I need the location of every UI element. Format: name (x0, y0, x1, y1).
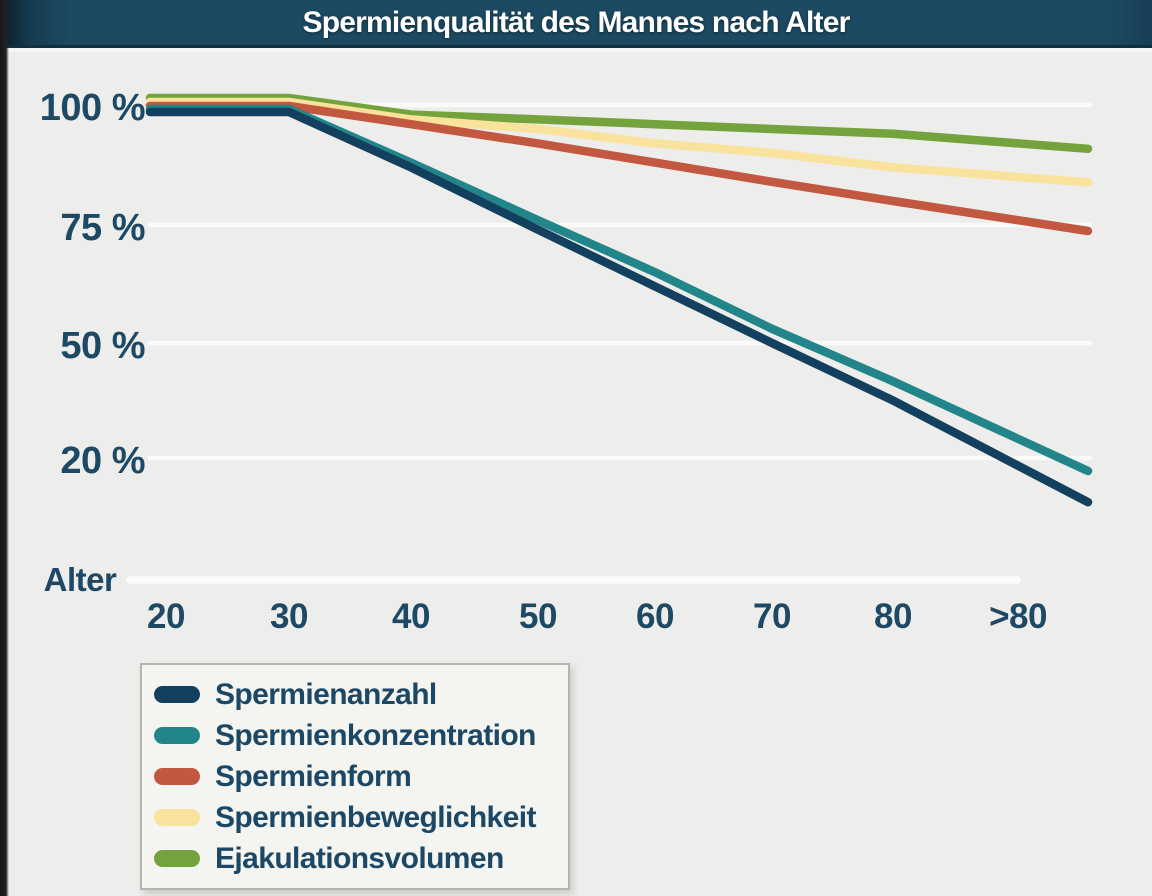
legend-label: Spermienanzahl (215, 677, 437, 711)
legend-swatch (154, 809, 200, 826)
x-tick-label: >80 (989, 597, 1047, 636)
legend-swatch (154, 850, 200, 867)
y-tick-label: 75 % (60, 207, 145, 249)
x-tick-label: 60 (636, 597, 674, 636)
y-tick-label: 50 % (60, 325, 145, 367)
legend-label: Ejakulationsvolumen (215, 841, 504, 875)
left-edge-strip (0, 0, 9, 896)
legend-item: Spermienanzahl (154, 678, 562, 712)
legend-item: Spermienbeweglichkeit (154, 801, 562, 835)
legend-item: Spermienkonzentration (154, 719, 562, 753)
legend-swatch (154, 768, 200, 785)
legend-swatch (154, 686, 200, 703)
x-tick-label: 40 (392, 597, 430, 636)
x-tick-label: 70 (753, 597, 791, 636)
y-tick-label: 100 % (39, 87, 146, 129)
y-tick-label: 20 % (60, 440, 145, 482)
x-tick-label: 30 (270, 597, 308, 636)
legend-item: Ejakulationsvolumen (154, 842, 562, 876)
x-tick-label: 20 (147, 597, 185, 636)
title-bar: Spermienqualität des Mannes nach Alter (0, 0, 1152, 52)
x-axis-title: Alter (43, 561, 117, 598)
legend-label: Spermienbeweglichkeit (215, 800, 536, 834)
x-tick-label: 50 (519, 597, 557, 636)
chart-title: Spermienqualität des Mannes nach Alter (302, 6, 851, 39)
series-line-1 (145, 107, 1093, 507)
legend: Spermienanzahl Spermienkonzentration Sperm… (140, 663, 570, 890)
legend-item: Spermienform (154, 760, 562, 794)
legend-swatch (154, 727, 200, 744)
series-line-2 (145, 104, 1093, 476)
x-tick-label: 80 (874, 597, 912, 636)
legend-label: Spermienform (215, 759, 412, 793)
legend-label: Spermienkonzentration (215, 718, 536, 752)
